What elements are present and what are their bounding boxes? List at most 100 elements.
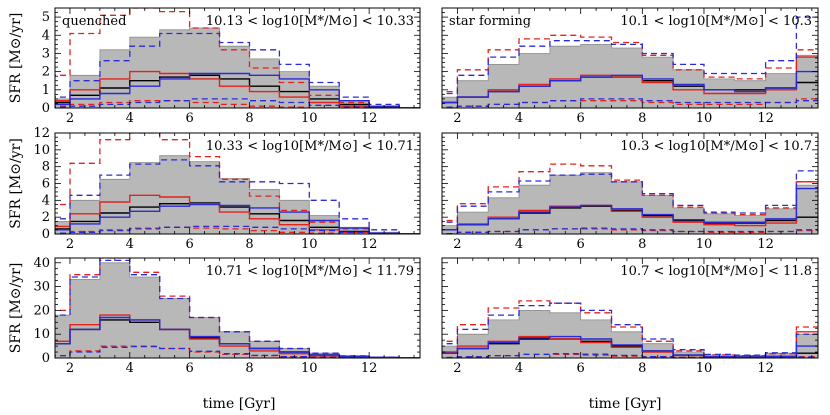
- panel-tag: star forming: [449, 14, 531, 29]
- x-tick-label: 6: [577, 111, 585, 126]
- x-tick-label: 2: [66, 361, 74, 376]
- series-blue-dash-6: [442, 302, 818, 356]
- mass-bin-annotation: 10.71 < log10[M*/M⊙] < 11.79: [206, 264, 414, 279]
- x-tick-label: 10: [301, 361, 318, 376]
- series-red-dash-4: [55, 100, 420, 108]
- x-tick-label: 10: [301, 111, 318, 126]
- y-tick-label: 30: [33, 280, 50, 295]
- x-tick-label: 4: [126, 237, 134, 252]
- series-blue-dash-7: [55, 225, 420, 234]
- series-blue-dash-6: [55, 32, 420, 108]
- mass-bin-annotation: 10.13 < log10[M*/M⊙] < 10.33: [206, 14, 414, 29]
- x-tick-label: 12: [361, 361, 378, 376]
- series-blue-5: [442, 187, 818, 231]
- series-blue-5: [55, 203, 420, 234]
- series-red-2: [442, 181, 818, 231]
- plot-area: [442, 300, 818, 358]
- x-tick-label: 12: [361, 111, 378, 126]
- y-tick-label: 4: [42, 193, 50, 208]
- series-blue-dash-7: [55, 345, 420, 358]
- x-tick-label: 12: [757, 237, 774, 252]
- panel-frame: [441, 257, 819, 359]
- x-tick-label: 4: [126, 361, 134, 376]
- y-tick-label: 6: [42, 177, 50, 192]
- xlabel-left: time [Gyr]: [203, 396, 276, 412]
- series-blue-dash-7: [55, 98, 420, 108]
- x-tick-label: 8: [638, 361, 646, 376]
- mass-bin-annotation: 10.7 < log10[M*/M⊙] < 11.8: [620, 264, 812, 279]
- mass-bin-annotation: 10.33 < log10[M*/M⊙] < 10.71: [206, 139, 414, 154]
- y-tick-label: 10: [33, 327, 50, 342]
- mass-bin-annotation: 10.3 < log10[M*/M⊙] < 10.7: [620, 139, 812, 154]
- y-tick-label: 8: [42, 160, 50, 175]
- series-blue-5: [442, 70, 818, 104]
- x-tick-label: 6: [185, 361, 193, 376]
- x-tick-label: 4: [515, 237, 523, 252]
- x-tick-label: 4: [515, 111, 523, 126]
- panel-p20: 2 4 6 8 10 12 0 10 20 30 40 SFR [M⊙/yr] 10.71 < log1…: [8, 256, 421, 376]
- series-hist-fill: [442, 310, 818, 358]
- y-tick-label: 2: [42, 65, 50, 80]
- plot-area: [442, 163, 818, 234]
- y-tick-label: 3: [42, 46, 50, 61]
- x-tick-label: 2: [453, 111, 461, 126]
- y-axis-label: SFR [M⊙/yr]: [8, 263, 24, 354]
- plot-area: [442, 16, 818, 108]
- y-tick-label: 40: [33, 256, 50, 271]
- y-tick-label: 0: [42, 227, 50, 242]
- x-tick-label: 6: [185, 111, 193, 126]
- y-tick-label: 0: [42, 101, 50, 116]
- x-tick-label: 6: [577, 361, 585, 376]
- series-blue-5: [55, 316, 420, 358]
- x-tick-label: 2: [66, 111, 74, 126]
- mass-bin-annotation: 10.1 < log10[M*/M⊙] < 10.3: [620, 14, 812, 29]
- x-tick-label: 2: [66, 237, 74, 252]
- y-tick-label: 1: [42, 83, 50, 98]
- series-blue-dash-6: [442, 16, 818, 95]
- series-black-1: [55, 202, 420, 234]
- y-tick-label: 10: [33, 143, 50, 158]
- x-tick-label: 6: [577, 237, 585, 252]
- series-blue-5: [442, 335, 818, 358]
- x-tick-label: 12: [361, 237, 378, 252]
- x-tick-label: 8: [638, 111, 646, 126]
- y-tick-label: 5: [42, 10, 50, 25]
- series-red-dash-3: [442, 163, 818, 222]
- series-red-dash-3: [55, 8, 420, 108]
- panel-tag: quenched: [62, 14, 126, 29]
- x-tick-label: 12: [757, 361, 774, 376]
- y-tick-label: 20: [33, 303, 50, 318]
- y-axis-label: SFR [M⊙/yr]: [8, 138, 24, 229]
- x-tick-label: 6: [185, 237, 193, 252]
- panel-p11: 2 4 6 8 10 12 10.3 < log10[M*/M⊙] < 10.7: [441, 132, 819, 252]
- series-blue-dash-6: [55, 159, 420, 234]
- x-tick-label: 8: [245, 237, 253, 252]
- series-blue-dash-6: [442, 170, 818, 223]
- series-black-1: [55, 74, 420, 108]
- y-tick-label: 12: [33, 126, 50, 141]
- series-blue-dash-6: [55, 259, 420, 358]
- x-tick-label: 10: [301, 237, 318, 252]
- series-hist-fill: [442, 44, 818, 108]
- panel-p21: 2 4 6 8 10 12 10.7 < log10[M*/M⊙] < 11.8: [441, 257, 819, 376]
- x-tick-label: 10: [696, 361, 713, 376]
- y-tick-label: 2: [42, 210, 50, 225]
- series-blue-5: [55, 72, 420, 108]
- x-tick-label: 12: [757, 111, 774, 126]
- xlabel-right: time [Gyr]: [589, 396, 662, 412]
- x-tick-label: 10: [696, 111, 713, 126]
- y-tick-label: 4: [42, 28, 50, 43]
- x-tick-label: 2: [453, 237, 461, 252]
- panel-frame: [54, 257, 421, 359]
- x-tick-label: 8: [245, 111, 253, 126]
- series-red-dash-3: [55, 133, 420, 234]
- x-tick-label: 2: [453, 361, 461, 376]
- series-red-dash-3: [442, 34, 818, 93]
- x-tick-label: 4: [126, 111, 134, 126]
- x-tick-label: 4: [515, 361, 523, 376]
- x-tick-label: 8: [638, 237, 646, 252]
- x-tick-label: 10: [696, 237, 713, 252]
